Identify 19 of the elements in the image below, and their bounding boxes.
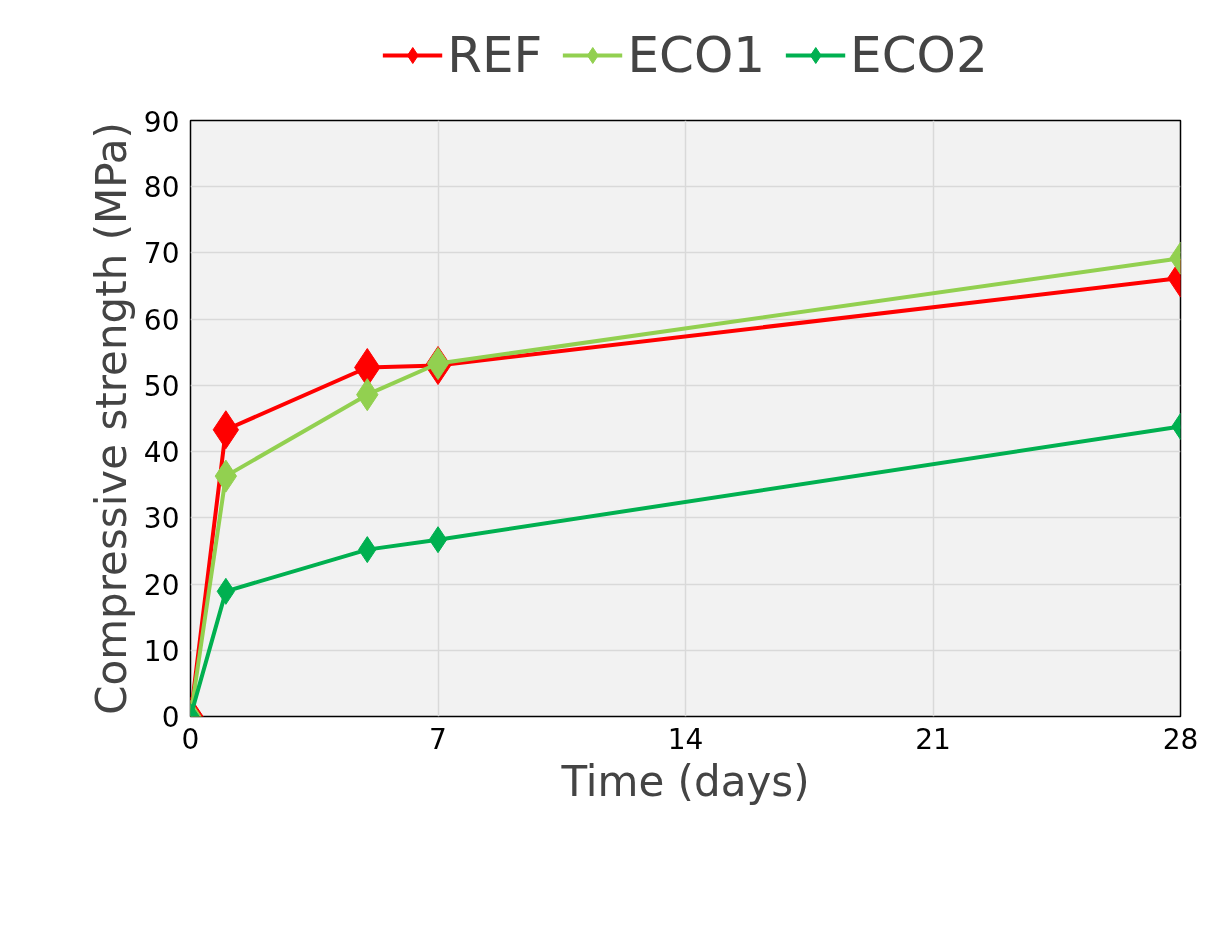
y-tick-label: 10: [143, 634, 180, 668]
legend-label: REF: [447, 26, 543, 84]
y-tick-label: 90: [143, 105, 180, 139]
y-tick-label: 70: [143, 237, 180, 271]
x-tick-label: 14: [667, 722, 704, 756]
y-axis-title: Compressive strength (MPa): [86, 122, 136, 715]
y-tick-label: 0: [161, 701, 180, 734]
legend-label: ECO2: [850, 26, 988, 84]
x-tick-label: 7: [429, 722, 447, 756]
y-tick-label: 20: [143, 568, 180, 602]
y-tick-label: 30: [143, 502, 180, 536]
x-axis-title: Time (days): [560, 756, 810, 806]
y-tick-label: 50: [143, 369, 180, 403]
x-tick-label: 28: [1162, 722, 1199, 756]
y-tick-label: 60: [143, 303, 180, 337]
legend-label: ECO1: [627, 26, 766, 84]
x-tick-label: 21: [915, 722, 951, 756]
y-tick-label: 40: [143, 436, 180, 470]
y-tick-label: 80: [143, 171, 180, 205]
